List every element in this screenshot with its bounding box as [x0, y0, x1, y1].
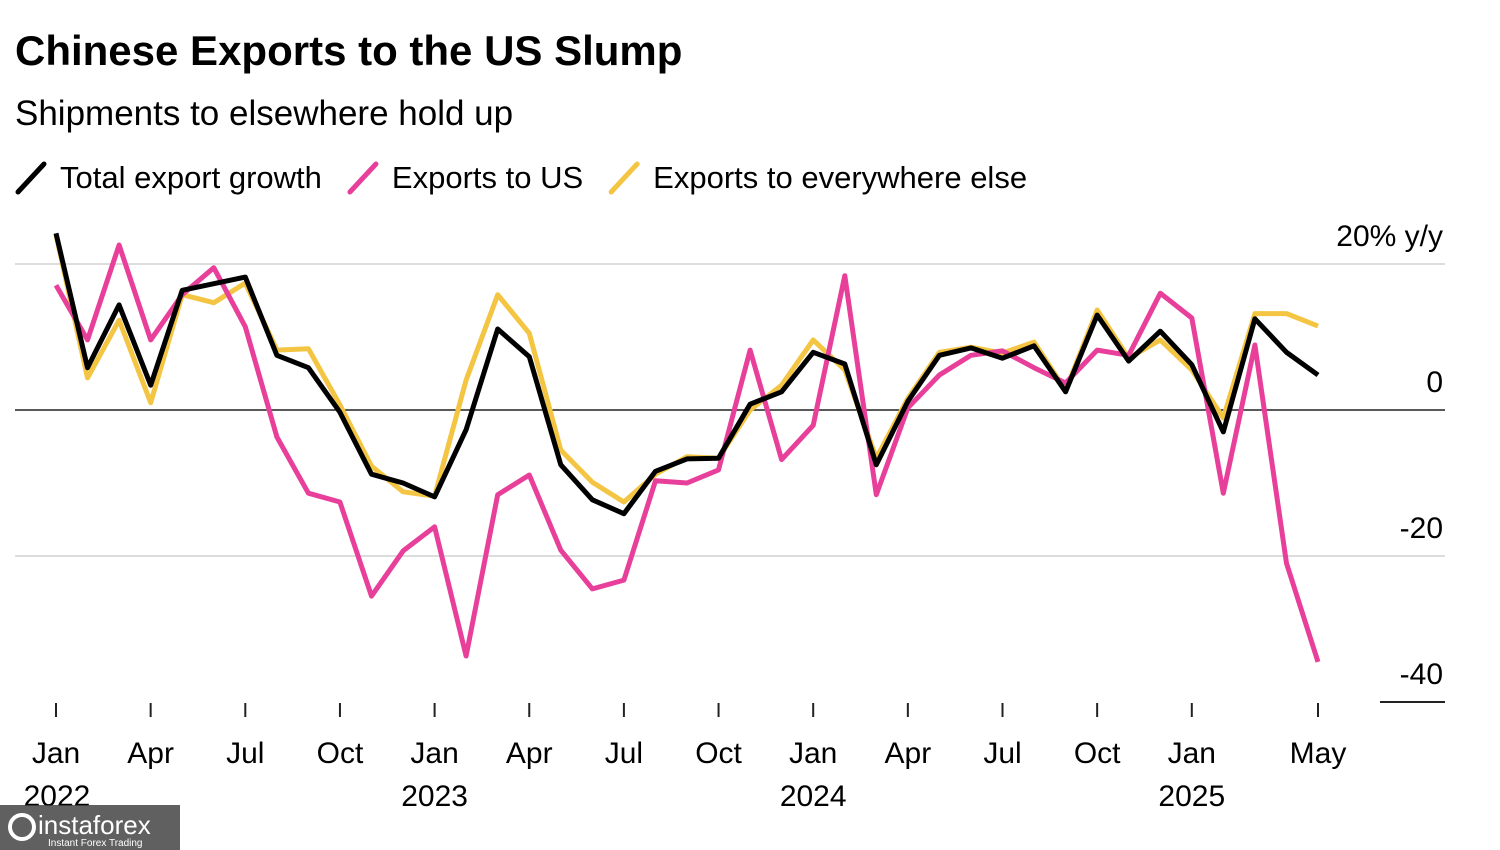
legend: Total export growth Exports to US Exports … [15, 160, 1027, 195]
x-tick-label: Jul [605, 737, 643, 770]
y-tick-label: -20 [1400, 512, 1443, 545]
watermark-box [0, 805, 180, 850]
x-tick-label: Jan [410, 737, 458, 770]
legend-swatch [347, 161, 379, 195]
watermark-brand: instaforex [38, 810, 151, 840]
x-tick-label: Jul [226, 737, 264, 770]
y-tick-label: -40 [1400, 658, 1443, 691]
x-year-label: 2025 [1158, 780, 1225, 813]
x-tick-label: Oct [1074, 737, 1121, 770]
x-tick-label: Jul [983, 737, 1021, 770]
x-tick-label: Apr [885, 737, 932, 770]
chart-subtitle: Shipments to elsewhere hold up [15, 94, 513, 133]
x-year-label: 2024 [780, 780, 847, 813]
series-line [53, 242, 1321, 663]
x-tick-label: Oct [695, 737, 742, 770]
x-tick-label: Jan [789, 737, 837, 770]
watermark-tagline: Instant Forex Trading [48, 838, 143, 849]
y-tick-label: 20% y/y [1336, 220, 1443, 253]
watermark-icon [8, 813, 36, 841]
legend-label: Total export growth [60, 160, 322, 195]
x-tick-label: Apr [127, 737, 174, 770]
legend-swatch [608, 161, 640, 195]
watermark: instaforex Instant Forex Trading [0, 805, 180, 850]
x-tick-label: May [1290, 737, 1347, 770]
x-tick-label: Jan [32, 737, 80, 770]
legend-swatch [15, 161, 47, 195]
x-year-label: 2023 [401, 780, 468, 813]
series-line [53, 232, 1320, 517]
y-tick-label: 0 [1426, 366, 1443, 399]
x-tick-label: Jan [1168, 737, 1216, 770]
x-tick-label: Apr [506, 737, 553, 770]
chart-title: Chinese Exports to the US Slump [15, 27, 682, 74]
legend-label: Exports to US [392, 160, 583, 195]
legend-label: Exports to everywhere else [653, 160, 1027, 195]
x-tick-label: Oct [317, 737, 364, 770]
